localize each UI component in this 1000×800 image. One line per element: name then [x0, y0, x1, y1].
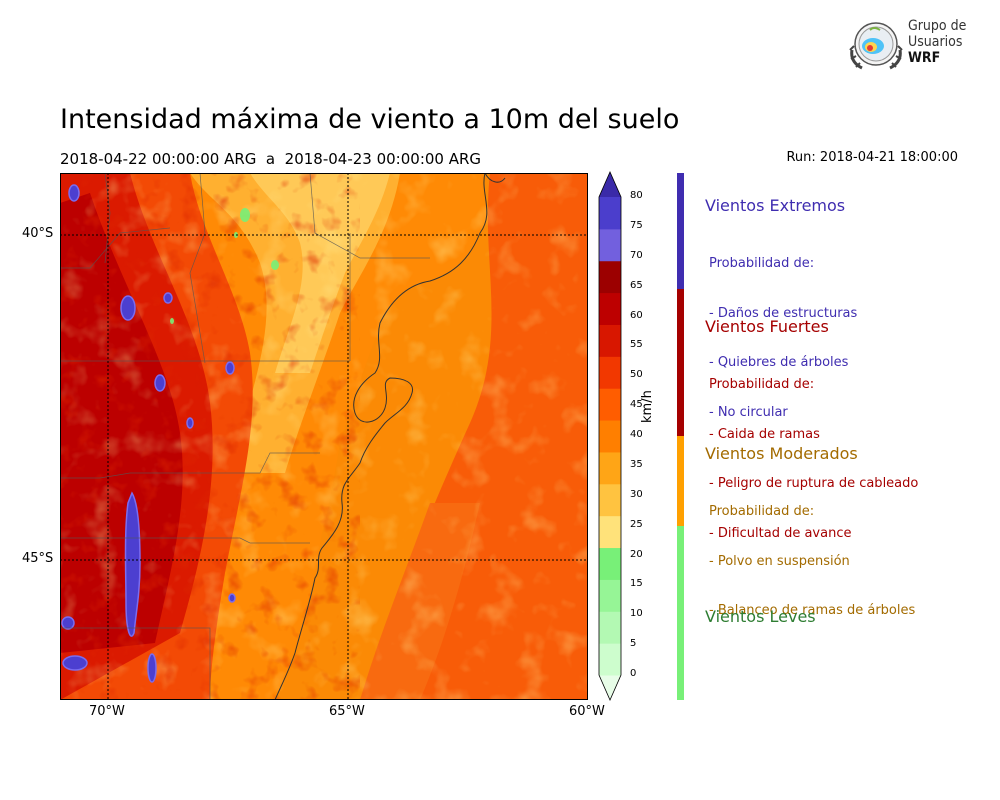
colorbar-segment — [599, 292, 621, 325]
category-desc-fuertes: Probabilidad de: - Caida de ramas - Peli… — [709, 344, 918, 559]
lon-tick-70w: 70°W — [89, 704, 125, 719]
category-line: Probabilidad de: — [709, 377, 815, 392]
category-bar-fuertes — [677, 289, 684, 436]
colorbar-tick-label: 60 — [630, 309, 643, 321]
logo-line-2: Usuarios — [908, 34, 963, 50]
lon-tick-60w: 60°W — [569, 704, 605, 719]
colorbar-tick-label: 35 — [630, 458, 643, 470]
category-line: - No circular — [709, 404, 788, 420]
colorbar-segment — [599, 228, 621, 262]
colorbar-segment — [599, 643, 621, 676]
wrf-logo-emblem-icon — [849, 22, 903, 70]
colorbar-tick-label: 65 — [630, 279, 643, 291]
colorbar-tick-label: 0 — [630, 668, 637, 679]
category-line: Probabilidad de: — [709, 504, 815, 519]
category-bar-extremos — [677, 173, 684, 289]
colorbar-segment — [599, 547, 621, 580]
colorbar-segment — [599, 611, 621, 644]
category-title-fuertes: Vientos Fuertes — [705, 317, 829, 336]
colorbar-tick-label: 45 — [630, 399, 643, 411]
category-desc-extremos: Probabilidad de: - Daños de estructuras … — [709, 223, 857, 438]
category-line: Probabilidad de: — [709, 256, 815, 271]
category-line: - Dificultad de avance — [709, 525, 852, 541]
category-title-extremos: Vientos Extremos — [705, 196, 846, 215]
category-bar-leves — [677, 526, 684, 700]
colorbar-tick-label: 50 — [630, 369, 643, 381]
category-line: - Caida de ramas — [709, 426, 820, 442]
category-line: - Polvo en suspensión — [709, 553, 850, 569]
colorbar-segment — [599, 420, 621, 453]
colorbar-tick-label: 30 — [630, 488, 643, 500]
wind-intensity-map — [60, 173, 588, 700]
colorbar-segment — [599, 483, 621, 517]
forecast-period: 2018-04-22 00:00:00 ARG a 2018-04-23 00:… — [60, 150, 482, 168]
lat-tick-45s: 45°S — [22, 551, 54, 566]
colorbar-tick-label: 55 — [630, 339, 643, 351]
coastline — [274, 173, 488, 700]
wind-speed-colorbar — [598, 171, 622, 701]
colorbar-segment — [599, 260, 621, 294]
category-title-moderados: Vientos Moderados — [705, 444, 858, 463]
category-title-leves: Vientos Leves — [705, 607, 816, 626]
colorbar-segment — [599, 324, 621, 357]
colorbar-segment — [599, 579, 621, 612]
colorbar-tick-label: 5 — [630, 638, 637, 650]
map-title: Intensidad máxima de viento a 10m del su… — [60, 104, 680, 135]
colorbar-segment — [599, 388, 621, 421]
colorbar-segment — [599, 451, 621, 485]
category-line: - Balanceo de ramas de árboles — [709, 603, 916, 618]
category-bar-moderados — [677, 436, 684, 526]
colorbar-tick-label: 20 — [630, 548, 643, 560]
colorbar-tick-label: 75 — [630, 219, 643, 231]
category-line: - Quiebres de árboles — [709, 355, 849, 370]
lon-tick-65w: 65°W — [329, 704, 365, 719]
logo-line-1: Grupo de — [908, 18, 967, 34]
colorbar-segment — [599, 515, 621, 549]
colorbar-segment — [599, 172, 621, 197]
lat-tick-40s: 40°S — [22, 226, 54, 241]
colorbar-segment — [599, 675, 621, 700]
wrf-logo-text: Grupo de Usuarios WRF — [908, 18, 966, 66]
run-timestamp: Run: 2018-04-21 18:00:00 — [786, 150, 958, 165]
colorbar-segment — [599, 197, 621, 230]
logo-line-3: WRF — [908, 50, 941, 66]
colorbar-tick-label: 70 — [630, 249, 643, 261]
category-desc-moderados: Probabilidad de: - Polvo en suspensión -… — [709, 471, 915, 636]
colorbar-units-label: km/h — [640, 390, 655, 423]
colorbar-segment — [599, 356, 621, 389]
wind-category-bar — [677, 173, 684, 700]
colorbar-tick-label: 15 — [630, 578, 643, 590]
colorbar-tick-label: 10 — [630, 608, 643, 620]
colorbar-tick-label: 40 — [630, 429, 643, 440]
category-line: - Peligro de ruptura de cableado — [709, 476, 919, 491]
colorbar-tick-label: 80 — [630, 190, 643, 201]
colorbar-tick-label: 25 — [630, 518, 643, 530]
category-line: - Daños de estructuras — [709, 305, 858, 321]
